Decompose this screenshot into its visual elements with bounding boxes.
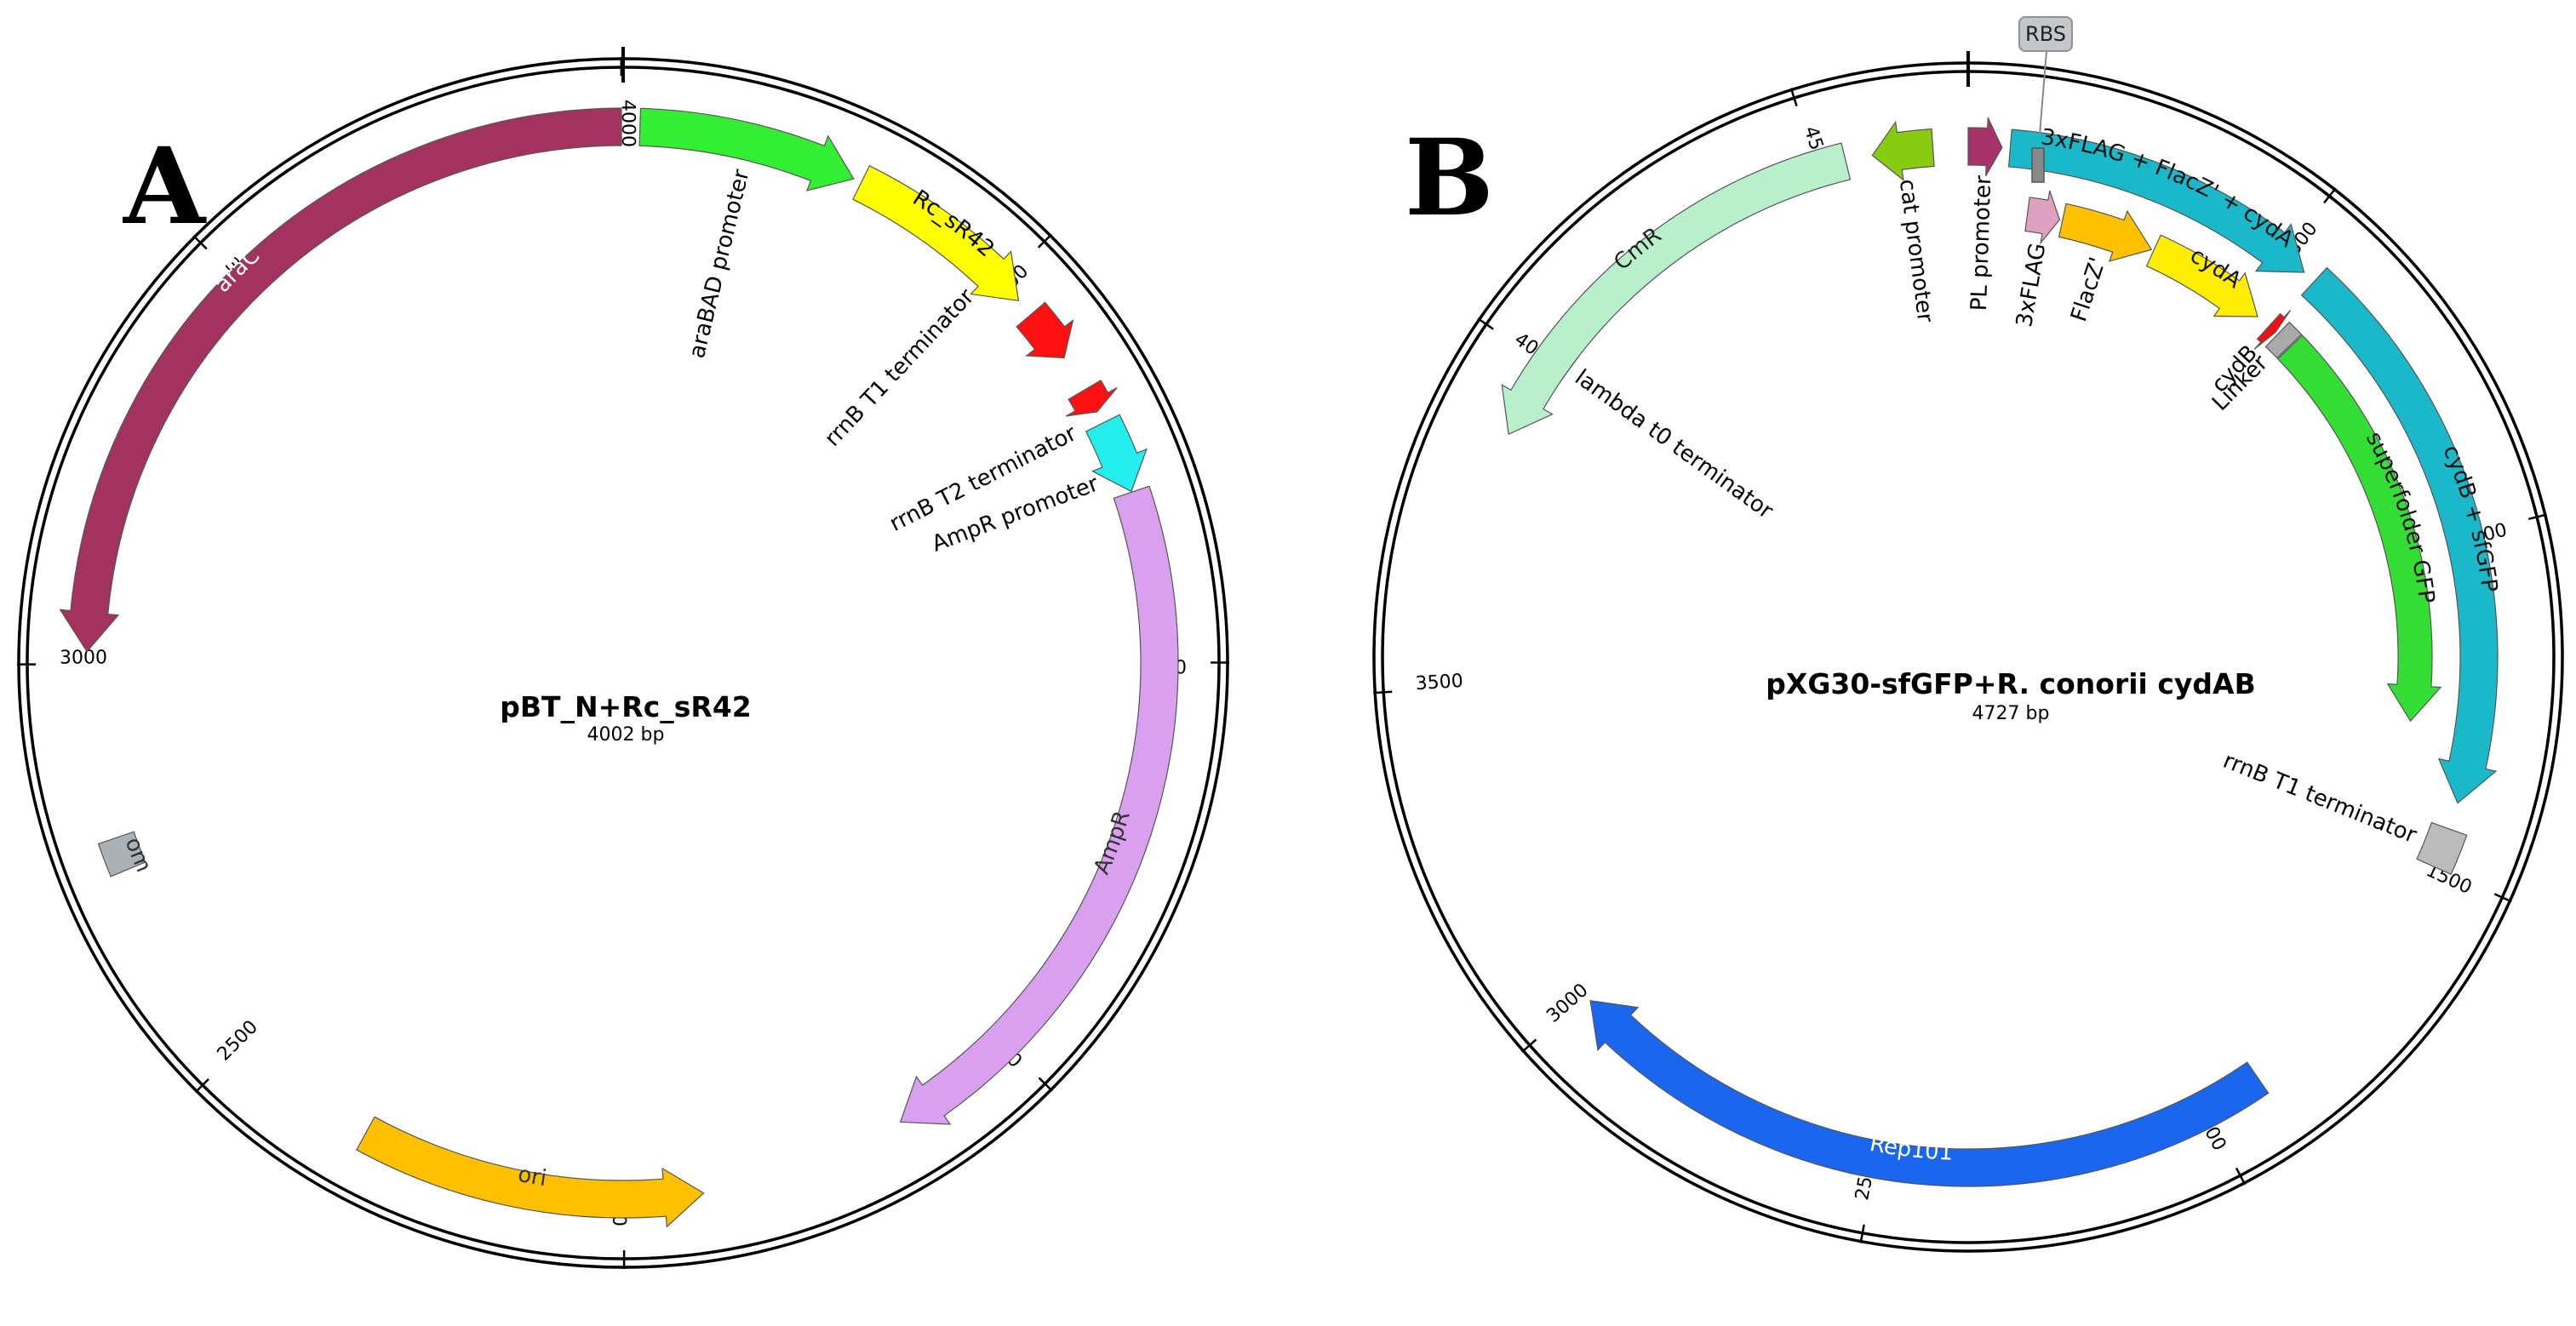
feature-rrnb-t1-terminator-b: rrnB T1 terminator [2219,748,2468,876]
feature-flacz: FlacZ' [2058,203,2153,325]
feature-3xflag-label: 3xFLAG [2012,241,2051,329]
tick-mark [192,235,208,250]
feature-cydb-shape [2253,310,2292,350]
feature-ampr-promoter-shape [1085,414,1148,493]
tick-mark [2528,513,2547,521]
plasmid-name: pBT_N+Rc_sR42 [500,690,752,723]
tick-label: 2500 [214,1016,262,1065]
feature-cat-promoter-shape [1871,120,1935,181]
tick-label: 3000 [1543,980,1592,1027]
feature-rc-sr42-shape [852,164,1020,302]
tick-mark [2235,1167,2247,1186]
feature-pl-promoter-shape [1967,117,2003,176]
tick-label: 3000 [60,647,107,668]
feature-flacz-shape [2058,203,2153,262]
tick-mark [1859,1224,1865,1243]
feature-ori-shape [356,1116,705,1228]
feature-arabad-promoter: araBAD promoter [638,107,855,361]
tick-mark [1373,690,1393,694]
feature-cat-promoter-label: cat promoter [1894,178,1938,324]
plasmid-map-a: A 5001000150020002500300035004000 araCar… [0,0,1230,1270]
feature-cydb-sfgfp-shape [2300,266,2499,804]
feature-cmr-shape [1501,142,1852,436]
plasmid-map-b: B 50010001500200025003000350040004500 PL… [1372,16,2564,1253]
feature-ampr: AmpR [899,485,1179,1125]
callout-rbs: RBS [2018,16,2073,183]
feature-pl-promoter-label: PL promoter [1966,174,1996,311]
feature-lambda-t0-terminator-label: lambda t0 terminator [1570,365,1777,525]
feature-3xflag: 3xFLAG [2012,190,2061,329]
feature-linker-shape [2264,321,2303,359]
plasmid-size: 4002 bp [587,724,665,746]
tick-mark [1789,88,1798,107]
rbs-label: RBS [2025,22,2066,46]
tick-mark [1038,1077,1053,1092]
tick-label: 3500 [1415,671,1463,694]
tick-mark [1477,317,1494,330]
feature-arac-shape [59,107,622,653]
feature-pl-promoter: PL promoter [1966,117,2003,311]
plasmid-size: 4727 bp [1972,703,2050,724]
callout-line [2039,50,2047,135]
feature-ampr-shape [899,485,1179,1125]
feature-rep101: Rep101 [1589,1000,2270,1187]
feature-rrnb-t1-terminator: rrnB T1 terminator [820,284,1074,452]
tick-mark [2323,187,2337,204]
feature-rrnb-t2-terminator-shape [1065,379,1118,417]
feature-rrnb-t1-terminator-b-label: rrnB T1 terminator [2219,748,2420,849]
panel-letter-a: A [123,125,207,249]
feature-bom-shape [97,831,146,877]
tick-mark [1521,1038,1537,1054]
feature-3xflag-flacz-cyda-shape [2007,129,2305,273]
feature-cmr: CmR [1501,142,1852,436]
rbs-box [2031,147,2045,183]
feature-cyda-shape [2145,234,2258,317]
feature-rep101-shape [1589,1000,2270,1187]
feature-flacz-label: FlacZ' [2066,254,2111,325]
rbs-label-box [2018,16,2073,52]
feature-superfolder-gfp-shape [2276,334,2442,723]
feature-3xflag-shape [2024,190,2061,245]
feature-rrnb-t1-terminator-label: rrnB T1 terminator [820,284,980,452]
panel-letter-b: B [1405,117,1494,240]
feature-arabad-promoter-label: araBAD promoter [684,167,755,361]
feature-ori: ori [356,1116,705,1228]
tick-mark [1037,233,1053,249]
feature-rrnb-t1-terminator-b-shape [2416,821,2468,876]
feature-arabad-promoter-shape [638,107,855,191]
feature-ori-label: ori [516,1162,548,1192]
plasmid-name: pXG30-sfGFP+R. conorii cydAB [1766,667,2255,700]
feature-cat-promoter: cat promoter [1871,120,1938,324]
feature-rrnb-t1-terminator-shape [1016,301,1074,359]
tick-mark [194,1077,209,1094]
tick-mark [2493,893,2512,903]
